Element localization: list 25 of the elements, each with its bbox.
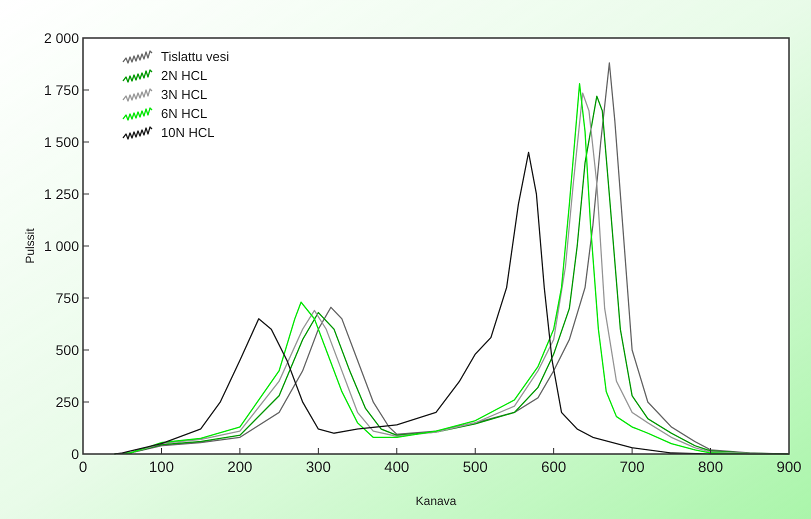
x-axis-title: Kanava xyxy=(416,494,457,508)
y-tick-label: 2 000 xyxy=(44,30,80,46)
x-tick-label: 400 xyxy=(384,459,410,476)
y-tick-label: 500 xyxy=(56,342,80,358)
y-tick-label: 1 000 xyxy=(44,238,80,254)
y-tick-label: 1 500 xyxy=(44,134,80,150)
y-tick-label: 0 xyxy=(71,446,80,462)
legend-label: 3N HCL xyxy=(161,87,208,102)
legend-label: 2N HCL xyxy=(161,68,208,83)
x-tick-label: 300 xyxy=(306,459,331,476)
y-tick-label: 1 250 xyxy=(44,186,80,202)
x-tick-label: 500 xyxy=(462,459,488,476)
y-tick-label: 750 xyxy=(56,290,80,306)
y-axis-title: Pulssit xyxy=(23,228,37,264)
x-tick-label: 700 xyxy=(620,459,645,476)
x-tick-label: 200 xyxy=(227,459,252,476)
y-tick-label: 1 750 xyxy=(44,82,80,98)
legend-label: 6N HCL xyxy=(161,106,208,121)
x-tick-label: 100 xyxy=(148,459,174,476)
x-tick-label: 900 xyxy=(776,459,802,476)
y-tick-label: 250 xyxy=(56,394,80,410)
legend-label: 10N HCL xyxy=(161,125,214,140)
x-tick-label: 800 xyxy=(698,459,724,476)
x-tick-label: 600 xyxy=(541,459,566,476)
legend-label: Tislattu vesi xyxy=(161,49,230,64)
